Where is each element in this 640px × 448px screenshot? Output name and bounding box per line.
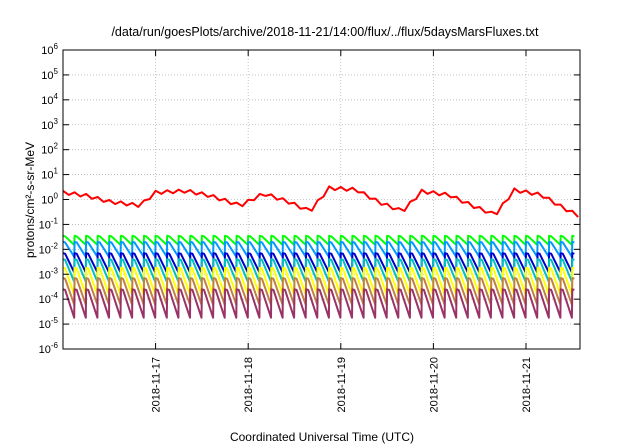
series-line-5 [62, 258, 575, 283]
y-tick-exponent: -3 [51, 266, 59, 275]
series-line-1 [62, 185, 579, 218]
y-tick-base: 10 [39, 244, 51, 256]
series-line-7 [62, 277, 575, 306]
y-tick-exponent: 5 [54, 67, 59, 76]
y-tick-exponent: 3 [54, 117, 59, 126]
x-tick-label: 2018-11-20 [428, 357, 440, 412]
y-tick-base: 10 [41, 145, 53, 157]
y-axis-label: protons/cm²-s-sr-MeV [23, 142, 37, 258]
series-group [62, 185, 579, 319]
series-line-4 [62, 252, 575, 274]
y-tick-exponent: -4 [51, 291, 59, 300]
y-tick-base: 10 [41, 70, 53, 82]
y-tick-label: 10-1 [39, 216, 59, 231]
y-axis-ticks: 10-610-510-410-310-210-11001011021031041… [39, 42, 580, 356]
y-tick-exponent: 0 [54, 192, 59, 201]
y-tick-exponent: -2 [51, 241, 59, 250]
x-tick-label: 2018-11-19 [336, 357, 348, 412]
y-tick-label: 10-5 [39, 316, 59, 331]
y-tick-exponent: -5 [51, 316, 59, 325]
y-tick-label: 101 [41, 167, 58, 182]
y-tick-base: 10 [39, 219, 51, 231]
y-tick-label: 10-2 [39, 241, 59, 256]
chart-title: /data/run/goesPlots/archive/2018-11-21/1… [111, 25, 539, 39]
series-line-8 [62, 288, 575, 319]
y-tick-label: 10-3 [39, 266, 59, 281]
y-tick-base: 10 [39, 344, 51, 356]
y-tick-base: 10 [41, 195, 53, 207]
y-tick-base: 10 [41, 170, 53, 182]
y-tick-label: 102 [41, 142, 58, 157]
y-tick-exponent: -6 [51, 341, 59, 350]
x-axis-ticks: 2018-11-17 2018-11-18 2018-11-19 2018-11-20… [151, 50, 533, 412]
y-tick-base: 10 [41, 45, 53, 57]
y-tick-exponent: 6 [54, 42, 59, 51]
y-tick-exponent: 2 [54, 142, 59, 151]
y-tick-exponent: 1 [54, 167, 59, 176]
x-axis-label: Coordinated Universal Time (UTC) [230, 430, 414, 444]
y-tick-label: 104 [41, 92, 58, 107]
x-tick-label: 2018-11-21 [521, 357, 533, 412]
series-line-6 [62, 266, 575, 296]
y-tick-label: 103 [41, 117, 58, 132]
y-tick-label: 105 [41, 67, 58, 82]
y-tick-label: 106 [41, 42, 58, 57]
y-tick-base: 10 [39, 319, 51, 331]
series-line-3 [62, 240, 575, 258]
series-line-2 [62, 234, 575, 246]
y-tick-base: 10 [41, 95, 53, 107]
y-tick-exponent: -1 [51, 216, 59, 225]
x-tick-label: 2018-11-18 [243, 357, 255, 412]
y-tick-label: 10-4 [39, 291, 59, 306]
y-tick-exponent: 4 [54, 92, 59, 101]
y-tick-base: 10 [39, 269, 51, 281]
x-tick-label: 2018-11-17 [151, 357, 163, 412]
y-tick-label: 100 [41, 192, 58, 207]
y-tick-base: 10 [41, 120, 53, 132]
y-tick-label: 10-6 [39, 341, 59, 356]
y-tick-base: 10 [39, 294, 51, 306]
